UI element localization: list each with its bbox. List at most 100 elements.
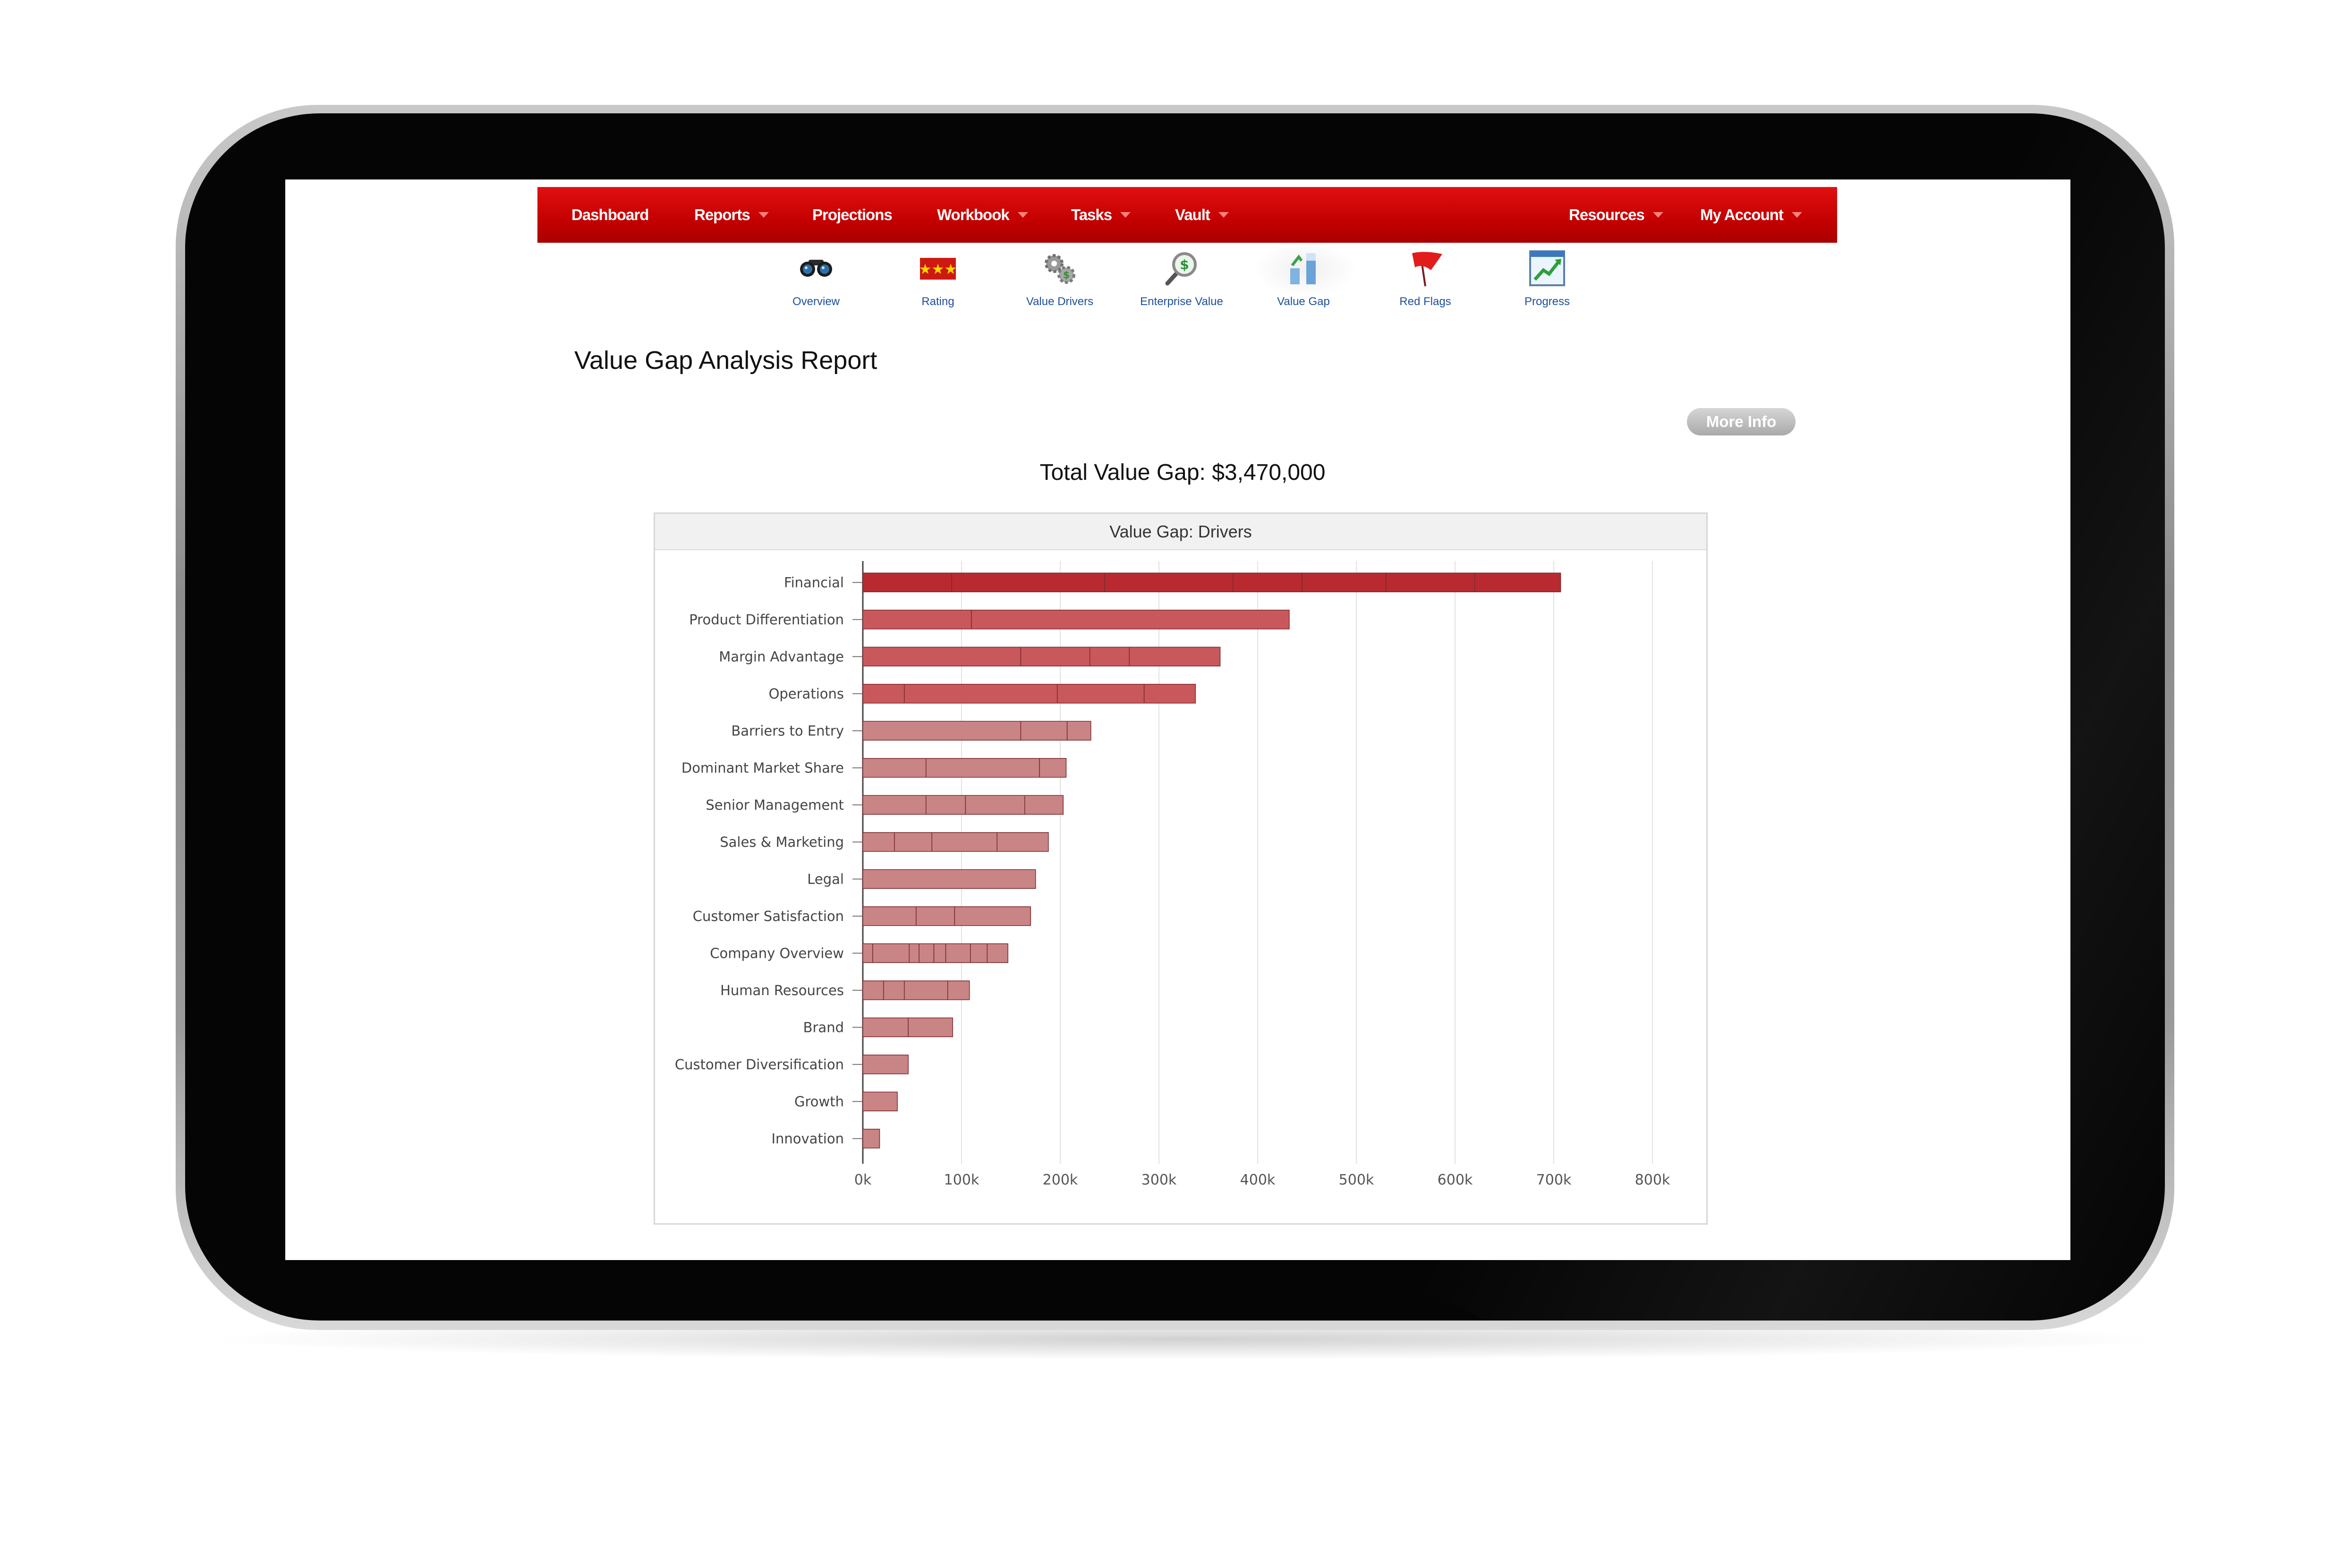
bar-chart-icon (1290, 253, 1316, 284)
category-label: Customer Satisfaction (693, 908, 844, 924)
subnav-overview-label: Overview (792, 295, 840, 308)
bar-segment[interactable] (904, 684, 1058, 704)
bar-segment[interactable] (945, 943, 971, 963)
bar-segment[interactable] (1020, 647, 1090, 666)
x-tick-label: 600k (1438, 1172, 1473, 1188)
bar-segment[interactable] (987, 943, 1008, 963)
bar-segment[interactable] (951, 572, 1105, 592)
bar-segment[interactable] (904, 980, 948, 1000)
nav-workbook[interactable]: Workbook (937, 187, 1028, 243)
bar-segment[interactable] (909, 943, 920, 963)
nav-vault[interactable]: Vault (1175, 187, 1229, 243)
bar-segment[interactable] (926, 795, 966, 815)
bar-segment[interactable] (919, 943, 935, 963)
bar-segment[interactable] (862, 758, 927, 778)
nav-my-account[interactable]: My Account (1700, 187, 1802, 243)
bar-segment[interactable] (1302, 572, 1387, 592)
bar-segment[interactable] (862, 684, 905, 704)
category-label: Financial (784, 574, 844, 590)
bar-segment[interactable] (862, 869, 1036, 889)
bar-segment[interactable] (862, 1017, 909, 1037)
bar-segment[interactable] (931, 832, 997, 852)
bar-segment[interactable] (1056, 684, 1145, 704)
subnav-progress[interactable]: Progress (1495, 246, 1599, 312)
nav-tasks[interactable]: Tasks (1071, 187, 1131, 243)
category-label: Growth (794, 1093, 844, 1109)
bar-segment[interactable] (883, 980, 905, 1000)
nav-vault-label: Vault (1175, 206, 1210, 223)
bar-segment[interactable] (862, 795, 927, 815)
app-screen: Dashboard Reports Projections Workbook T… (285, 179, 2070, 1260)
gears-icon: $ (1045, 254, 1075, 284)
x-tick-label: 500k (1339, 1172, 1374, 1188)
nav-dashboard[interactable]: Dashboard (571, 187, 649, 243)
bar-segment[interactable] (862, 906, 917, 926)
category-label: Legal (807, 871, 844, 887)
bar-segment[interactable] (862, 1129, 880, 1149)
nav-projections[interactable]: Projections (812, 187, 893, 243)
chevron-down-icon (1791, 212, 1802, 218)
bar-segment[interactable] (1143, 684, 1196, 704)
bar-segment[interactable] (916, 906, 955, 926)
bar-segment[interactable] (965, 795, 1025, 815)
bar-segment[interactable] (996, 832, 1049, 852)
nav-workbook-label: Workbook (937, 206, 1010, 223)
subnav-red-flags-label: Red Flags (1399, 295, 1451, 308)
nav-my-account-label: My Account (1700, 206, 1784, 223)
bar-segment[interactable] (862, 832, 895, 852)
main-navbar: Dashboard Reports Projections Workbook T… (537, 187, 1837, 243)
chevron-down-icon (1652, 212, 1663, 218)
bar-segment[interactable] (862, 721, 1022, 741)
subnav-value-gap[interactable]: Value Gap (1252, 246, 1355, 312)
category-label: Customer Diversification (675, 1057, 844, 1073)
nav-tasks-label: Tasks (1071, 206, 1112, 223)
category-label: Barriers to Entry (731, 723, 844, 739)
x-tick-label: 800k (1635, 1172, 1670, 1188)
bar-segment[interactable] (971, 610, 1290, 630)
bar-segment[interactable] (862, 572, 952, 592)
subnav-rating[interactable]: ★★★ Rating (886, 246, 990, 312)
bar-segment[interactable] (862, 980, 884, 1000)
bar-segment[interactable] (1089, 647, 1130, 666)
bar-segment[interactable] (947, 980, 970, 1000)
bar-segment[interactable] (1474, 572, 1561, 592)
bar-segment[interactable] (862, 610, 972, 630)
bar-segment[interactable] (908, 1017, 953, 1037)
more-info-button[interactable]: More Info (1687, 408, 1796, 435)
bar-segment[interactable] (894, 832, 933, 852)
subnav-overview[interactable]: Overview (764, 246, 868, 312)
subnav-value-gap-label: Value Gap (1277, 295, 1330, 308)
nav-reports-label: Reports (694, 206, 750, 223)
nav-dashboard-label: Dashboard (571, 206, 649, 223)
nav-resources[interactable]: Resources (1569, 187, 1663, 243)
subnav-value-drivers[interactable]: $ Value Drivers (1008, 246, 1112, 312)
bar-segment[interactable] (872, 943, 910, 963)
bar-segment[interactable] (933, 943, 946, 963)
bar-segment[interactable] (862, 1091, 898, 1111)
bar-segment[interactable] (862, 943, 873, 963)
category-label: Product Differentiation (689, 612, 844, 628)
subnav-red-flags[interactable]: Red Flags (1373, 246, 1477, 312)
category-label: Dominant Market Share (681, 760, 844, 776)
bar-segment[interactable] (1385, 572, 1475, 592)
bar-segment[interactable] (1104, 572, 1234, 592)
nav-reports[interactable]: Reports (694, 187, 769, 243)
bar-segment[interactable] (926, 758, 1040, 778)
svg-text:★★★: ★★★ (919, 261, 957, 278)
bar-segment[interactable] (1024, 795, 1064, 815)
bar-segment[interactable] (954, 906, 1031, 926)
page-title: Value Gap Analysis Report (574, 346, 877, 375)
bar-segment[interactable] (1020, 721, 1068, 741)
category-label: Margin Advantage (719, 648, 844, 665)
bar-segment[interactable] (1129, 647, 1221, 666)
active-tab-highlight (1253, 241, 1357, 298)
bar-segment[interactable] (970, 943, 988, 963)
bar-segment[interactable] (1066, 721, 1091, 741)
bar-segment[interactable] (1039, 758, 1067, 778)
bar-segment[interactable] (862, 647, 1022, 666)
magnifier-dollar-icon: $ (1165, 252, 1197, 286)
value-gap-drivers-chart: 0k 100k 200k 300k 400k 500k 600k 700k 800k Financ… (675, 561, 1670, 1188)
bar-segment[interactable] (1233, 572, 1303, 592)
subnav-enterprise-value[interactable]: $ Enterprise Value (1130, 246, 1234, 312)
bar-segment[interactable] (862, 1055, 909, 1074)
